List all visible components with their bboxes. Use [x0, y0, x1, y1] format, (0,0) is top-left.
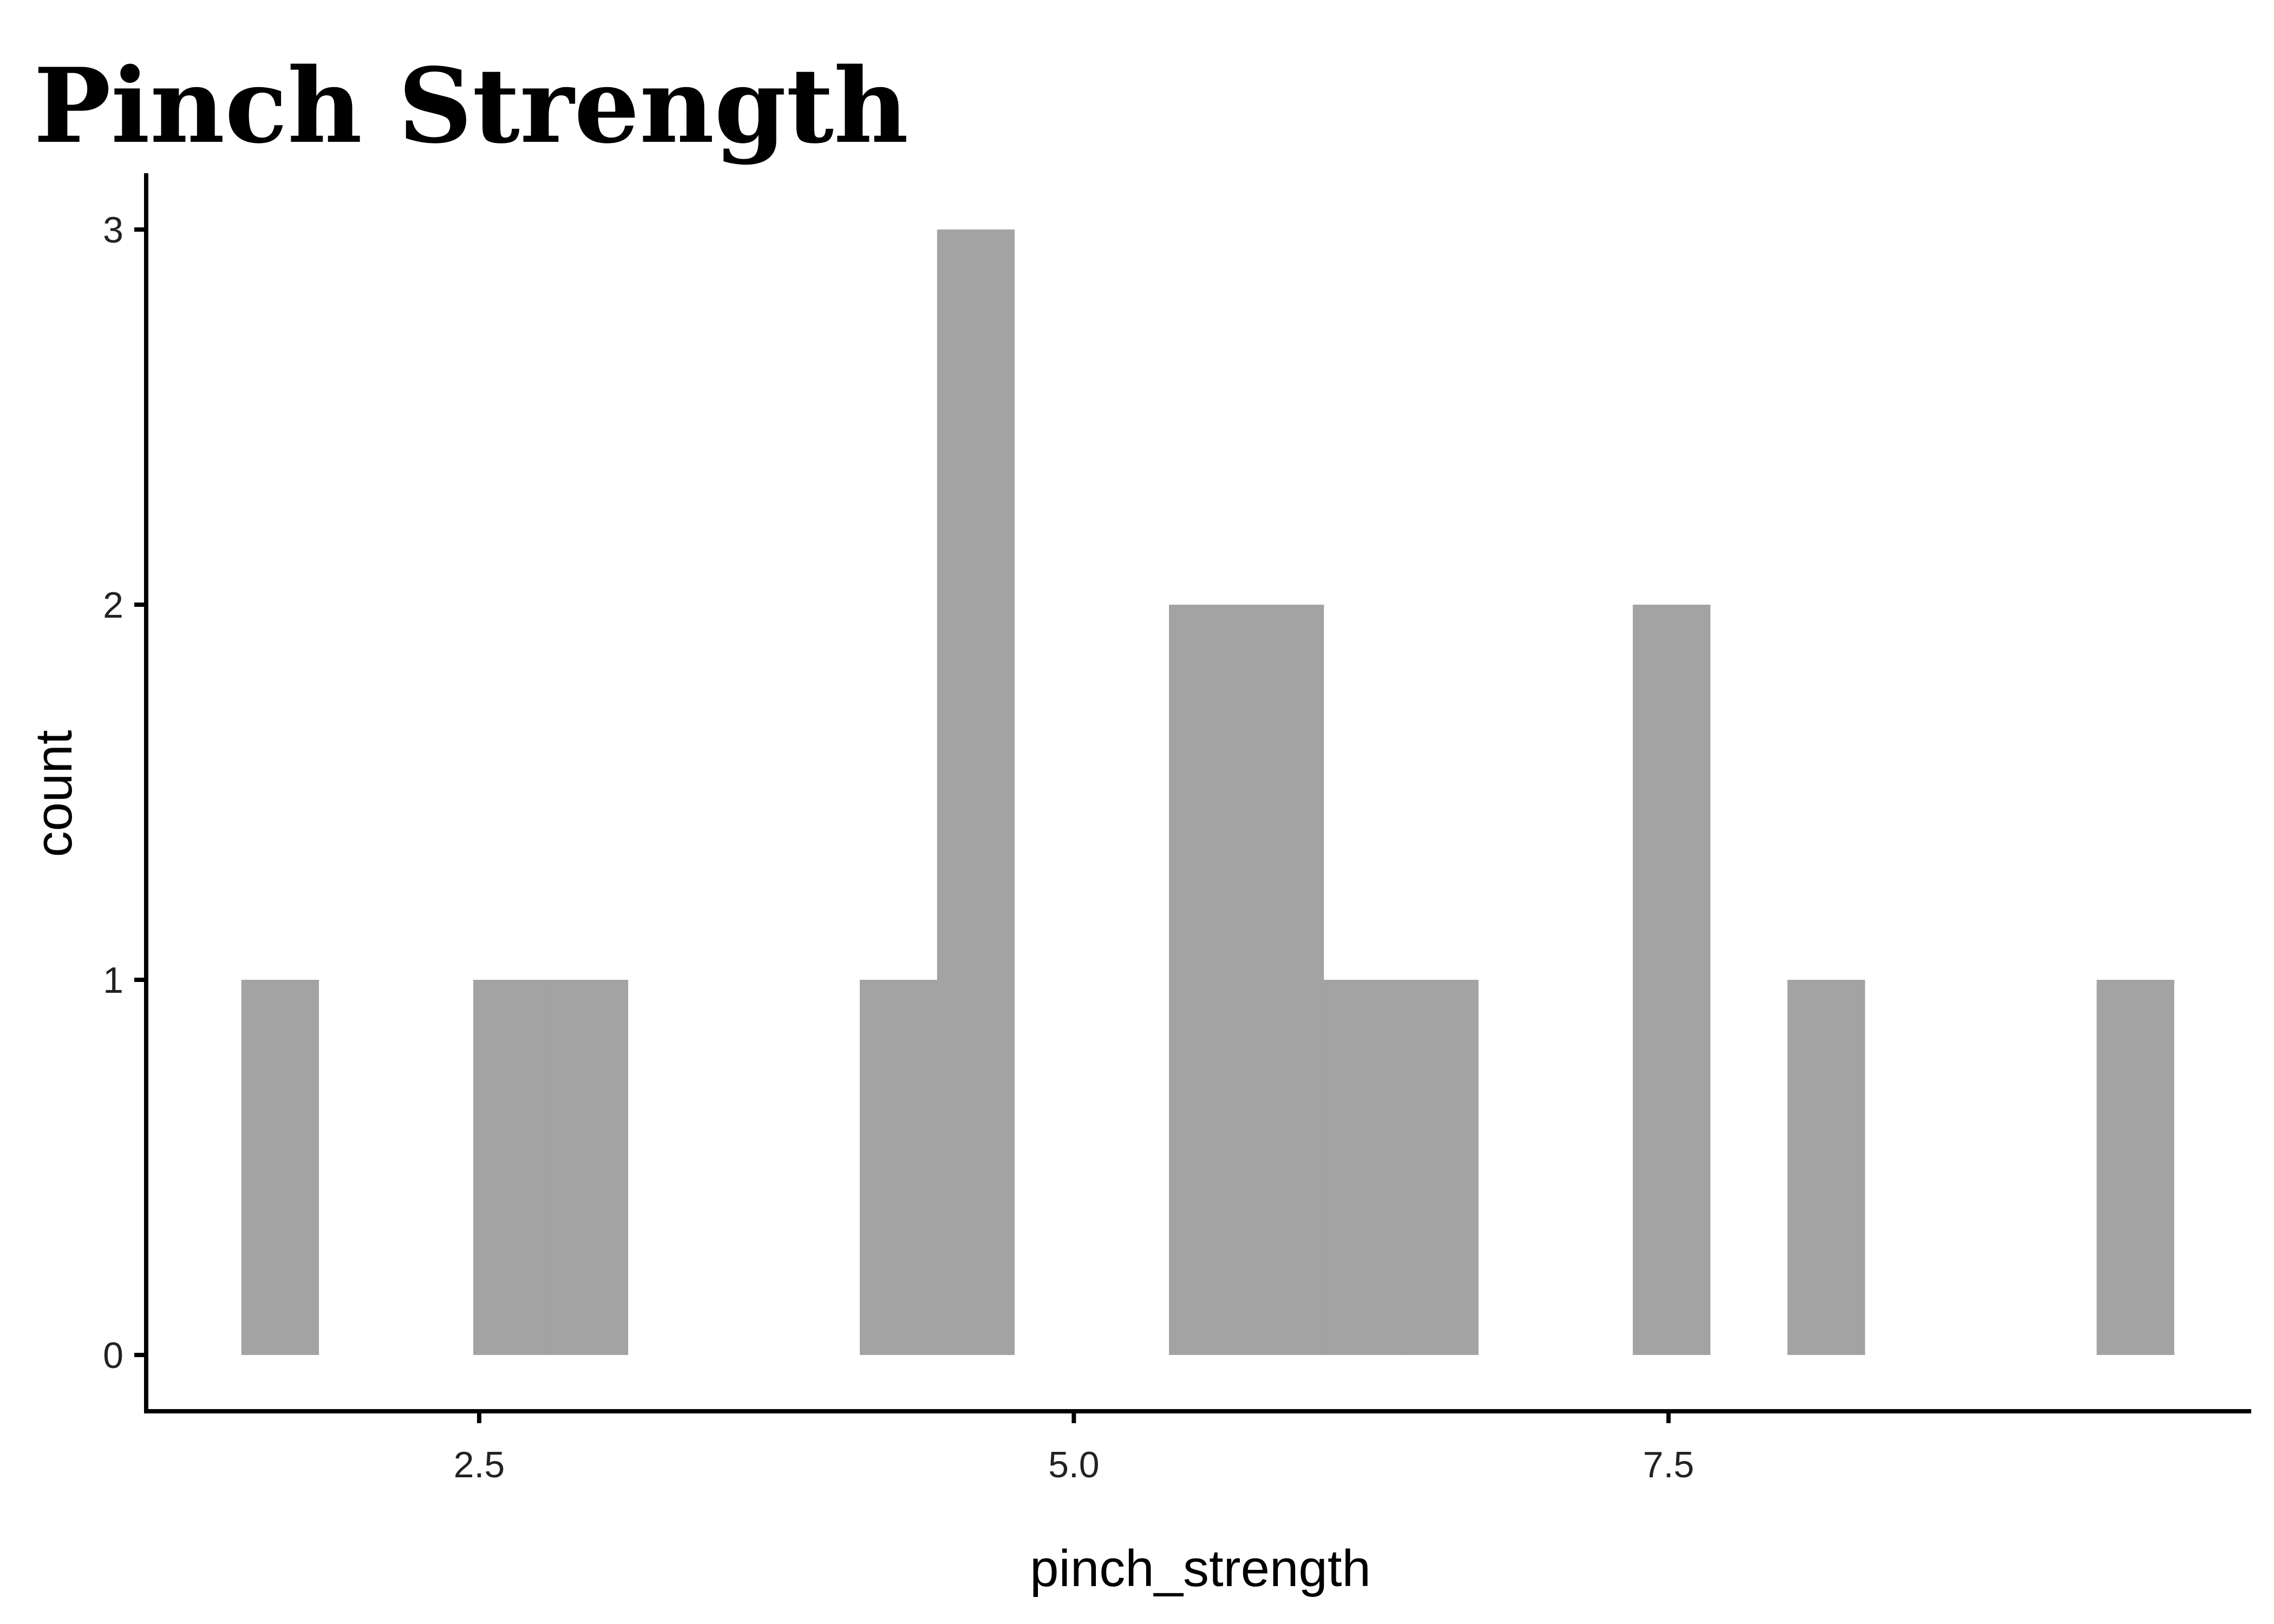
x-tick-label: 7.5	[1643, 1444, 1694, 1485]
y-axis-label: count	[25, 730, 83, 857]
histogram-bar	[1632, 604, 1711, 1355]
histogram-bar	[1169, 604, 1247, 1355]
y-tick-label: 1	[103, 960, 123, 1001]
histogram-bar	[1323, 980, 1402, 1355]
x-axis-label: pinch_strength	[1030, 1540, 1371, 1597]
y-ticks-group: 0 1 2 3	[103, 209, 146, 1376]
y-tick-label: 3	[103, 209, 123, 251]
bars-group	[241, 229, 2174, 1355]
histogram-bar	[2096, 980, 2174, 1355]
histogram-bar	[241, 980, 319, 1355]
histogram-bar	[550, 980, 629, 1355]
histogram-bar	[1246, 604, 1324, 1355]
histogram-bar	[1787, 980, 1865, 1355]
y-tick-label: 2	[103, 585, 123, 626]
histogram-bar	[473, 980, 551, 1355]
histogram-bar	[1401, 980, 1479, 1355]
x-tick-label: 2.5	[454, 1444, 505, 1485]
chart-title: Pinch Strength	[34, 45, 909, 166]
histogram-bar	[937, 229, 1015, 1355]
x-tick-label: 5.0	[1048, 1444, 1100, 1485]
x-ticks-group: 2.5 5.0 7.5	[454, 1411, 1694, 1485]
histogram-bar	[859, 980, 938, 1355]
y-tick-label: 0	[103, 1335, 123, 1376]
